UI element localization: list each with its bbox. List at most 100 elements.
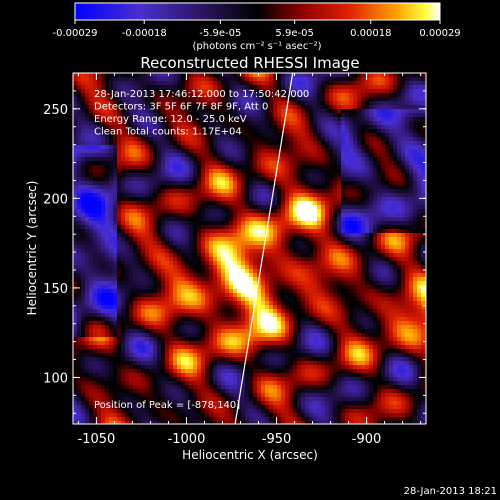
heatmap-cell: [129, 93, 134, 98]
heatmap-cell: [193, 269, 198, 274]
heatmap-cell: [409, 89, 414, 94]
heatmap-cell: [397, 145, 402, 150]
heatmap-cell: [241, 193, 246, 198]
heatmap-cell: [409, 101, 414, 106]
heatmap-cell: [101, 233, 106, 238]
heatmap-cell: [309, 229, 314, 234]
heatmap-cell: [337, 201, 342, 206]
heatmap-cell: [145, 109, 150, 114]
heatmap-cell: [141, 229, 146, 234]
heatmap-cell: [321, 269, 326, 274]
heatmap-cell: [317, 129, 322, 134]
heatmap-cell: [409, 105, 414, 110]
heatmap-cell: [121, 157, 126, 162]
heatmap-cell: [209, 109, 214, 114]
heatmap-cell: [305, 237, 310, 242]
heatmap-cell: [397, 109, 402, 114]
heatmap-cell: [381, 269, 386, 274]
heatmap-cell: [197, 253, 202, 258]
heatmap-cell: [325, 281, 330, 286]
heatmap-cell: [181, 241, 186, 246]
heatmap-cell: [409, 137, 414, 142]
heatmap-cell: [361, 205, 366, 210]
heatmap-cell: [117, 181, 122, 186]
heatmap-cell: [153, 173, 158, 178]
heatmap-cell: [281, 161, 286, 166]
heatmap-cell: [413, 149, 418, 154]
heatmap-cell: [389, 169, 394, 174]
heatmap-cell: [409, 193, 414, 198]
heatmap-cell: [369, 121, 374, 126]
heatmap-cell: [325, 289, 330, 294]
heatmap-cell: [321, 145, 326, 150]
heatmap-cell: [153, 257, 158, 262]
heatmap-cell: [153, 177, 158, 182]
heatmap-cell: [153, 201, 158, 206]
heatmap-cell: [301, 221, 306, 226]
heatmap-cell: [305, 125, 310, 130]
heatmap-cell: [169, 93, 174, 98]
heatmap-cell: [413, 285, 418, 290]
heatmap-cell: [265, 269, 270, 274]
heatmap-cell: [233, 121, 238, 126]
heatmap-cell: [185, 205, 190, 210]
heatmap-cell: [145, 81, 150, 86]
heatmap-cell: [117, 161, 122, 166]
heatmap-cell: [93, 241, 98, 246]
heatmap-cell: [257, 197, 262, 202]
heatmap-cell: [329, 133, 334, 138]
heatmap-cell: [301, 85, 306, 90]
heatmap-cell: [101, 209, 106, 214]
heatmap-cell: [213, 233, 218, 238]
heatmap-cell: [173, 145, 178, 150]
heatmap-cell: [393, 105, 398, 110]
heatmap-cell: [349, 205, 354, 210]
heatmap-cell: [373, 253, 378, 258]
heatmap-cell: [389, 185, 394, 190]
heatmap-cell: [297, 169, 302, 174]
heatmap-cell: [221, 145, 226, 150]
heatmap-cell: [113, 197, 118, 202]
heatmap-cell: [201, 209, 206, 214]
heatmap-cell: [165, 213, 170, 218]
heatmap-cell: [381, 225, 386, 230]
heatmap-cell: [337, 257, 342, 262]
heatmap-cell: [113, 145, 118, 150]
heatmap-cell: [153, 205, 158, 210]
heatmap-cell: [253, 225, 258, 230]
heatmap-cell: [273, 213, 278, 218]
heatmap-cell: [349, 225, 354, 230]
heatmap-cell: [173, 225, 178, 230]
heatmap-cell: [369, 193, 374, 198]
heatmap-cell: [145, 113, 150, 118]
heatmap-cell: [169, 213, 174, 218]
heatmap-cell: [117, 273, 122, 278]
heatmap-cell: [417, 289, 422, 294]
heatmap-cell: [413, 177, 418, 182]
heatmap-cell: [137, 285, 142, 290]
heatmap-cell: [193, 145, 198, 150]
heatmap-cell: [285, 81, 290, 86]
heatmap-cell: [153, 93, 158, 98]
heatmap-cell: [181, 177, 186, 182]
heatmap-cell: [413, 261, 418, 266]
heatmap-cell: [153, 289, 158, 294]
heatmap-cell: [105, 257, 110, 262]
heatmap-cell: [413, 85, 418, 90]
heatmap-cell: [385, 121, 390, 126]
heatmap-cell: [249, 277, 254, 282]
heatmap-cell: [321, 257, 326, 262]
heatmap-cell: [413, 73, 418, 78]
heatmap-cell: [185, 153, 190, 158]
heatmap-cell: [145, 117, 150, 122]
heatmap-cell: [397, 73, 402, 78]
heatmap-cell: [213, 129, 218, 134]
heatmap-cell: [265, 241, 270, 246]
heatmap-cell: [209, 257, 214, 262]
heatmap-cell: [345, 285, 350, 290]
heatmap-cell: [185, 89, 190, 94]
heatmap-cell: [205, 273, 210, 278]
heatmap-cell: [265, 181, 270, 186]
heatmap-cell: [97, 141, 102, 146]
heatmap-cell: [145, 257, 150, 262]
